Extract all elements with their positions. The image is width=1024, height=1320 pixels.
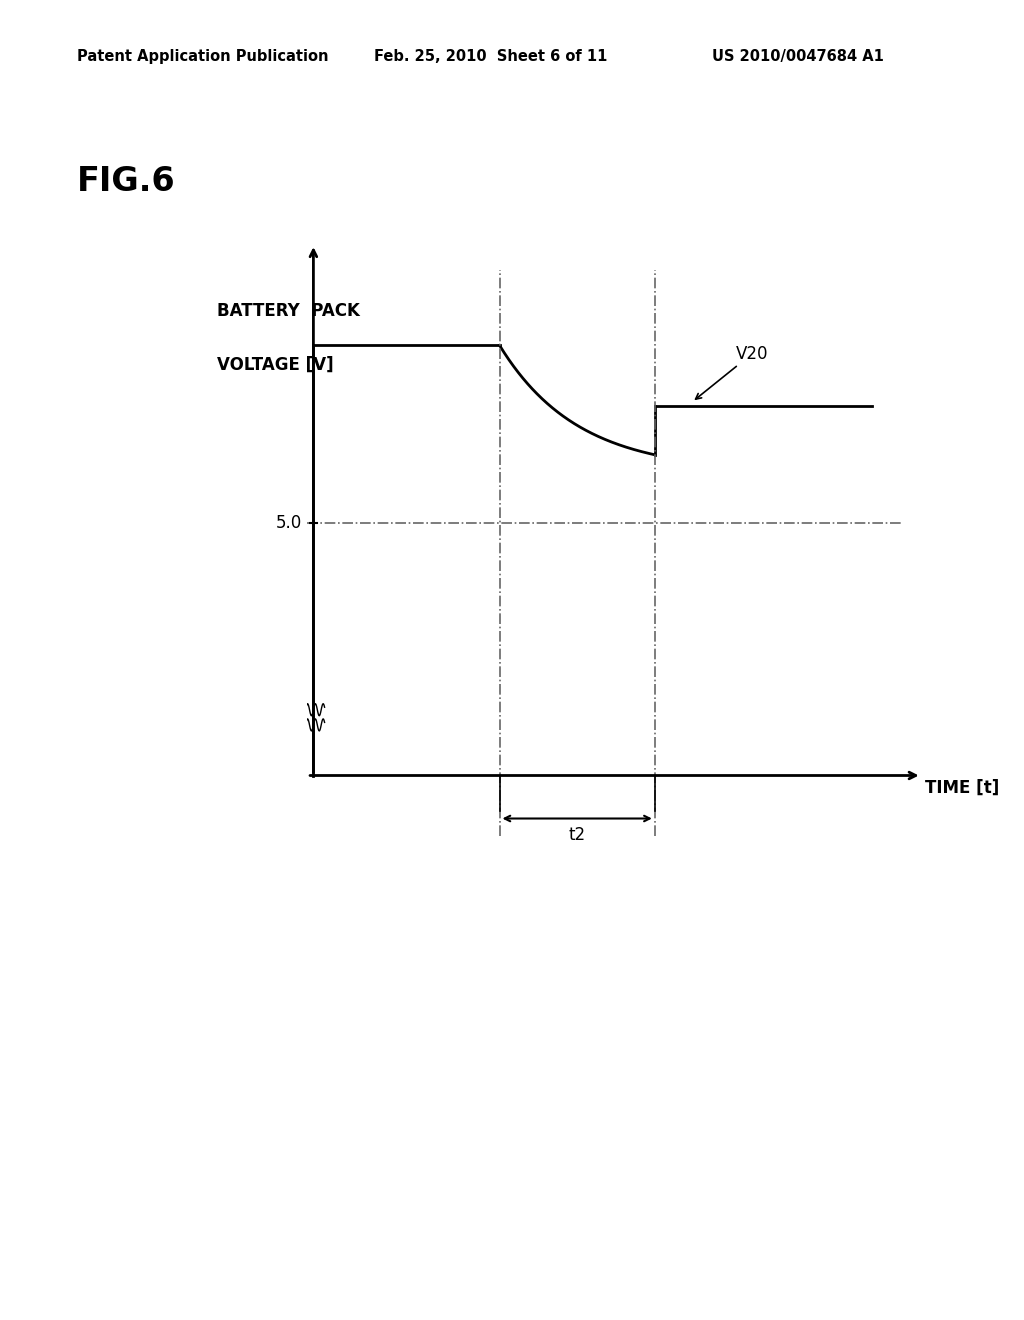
Text: Feb. 25, 2010  Sheet 6 of 11: Feb. 25, 2010 Sheet 6 of 11 xyxy=(374,49,607,63)
Text: 5.0: 5.0 xyxy=(276,513,302,532)
Text: V20: V20 xyxy=(735,345,768,363)
Text: Patent Application Publication: Patent Application Publication xyxy=(77,49,329,63)
Text: US 2010/0047684 A1: US 2010/0047684 A1 xyxy=(712,49,884,63)
Text: TIME [t]: TIME [t] xyxy=(925,779,999,797)
Text: BATTERY  PACK: BATTERY PACK xyxy=(217,302,360,319)
Text: VOLTAGE [V]: VOLTAGE [V] xyxy=(217,355,334,374)
Text: FIG.6: FIG.6 xyxy=(77,165,175,198)
Text: t2: t2 xyxy=(568,826,586,843)
